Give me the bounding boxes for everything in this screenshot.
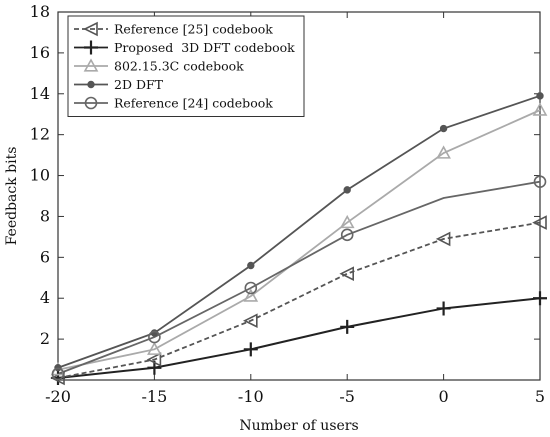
legend-marker-802-15-3c-codebook: [83, 58, 99, 72]
y-tick-label: 6: [40, 247, 50, 266]
y-tick-label: 16: [30, 43, 50, 62]
series-line-802-15-3c-codebook: [57, 109, 541, 371]
y-tick-label: 12: [30, 125, 50, 144]
series-line-reference-24-codebook: [57, 180, 541, 375]
series-line-reference-25-codebook: [57, 221, 541, 379]
point-802-15-3c-codebook: [243, 288, 259, 302]
point-802-15-3c-codebook: [436, 145, 451, 159]
y-tick-label: 4: [40, 288, 50, 307]
point-2d-dft: [247, 261, 255, 270]
legend-label-proposed-3d-dft-codebook: Proposed 3D DFT codebook: [114, 40, 295, 55]
point-reference-25-codebook: [435, 231, 451, 247]
x-tick-label: -5: [339, 387, 355, 406]
y-tick-label: 18: [30, 2, 50, 21]
point-proposed-3d-dft-codebook: [533, 291, 547, 306]
point-reference-24-codebook: [51, 367, 65, 381]
y-tick-label: 8: [40, 206, 50, 225]
point-reference-24-codebook: [533, 175, 547, 188]
point-proposed-3d-dft-codebook: [243, 342, 258, 357]
legend-marker-proposed-3d-dft-codebook: [84, 40, 98, 55]
point-proposed-3d-dft-codebook: [436, 301, 451, 316]
point-proposed-3d-dft-codebook: [340, 319, 355, 334]
legend-marker-2d-dft: [87, 80, 95, 89]
series-markers: [50, 92, 548, 386]
point-reference-24-codebook: [148, 330, 161, 344]
point-2d-dft: [536, 92, 544, 100]
legend-marker-reference-24-codebook: [84, 96, 98, 110]
point-reference-25-codebook: [243, 313, 258, 329]
legend-label-reference-25-codebook: Reference [25] codebook: [114, 22, 273, 37]
point-reference-25-codebook: [146, 352, 162, 367]
point-802-15-3c-codebook: [339, 214, 355, 229]
x-axis: -20 -15 -10 -5 0 5: [45, 12, 545, 406]
point-802-15-3c-codebook: [532, 102, 548, 116]
x-tick-label: 5: [535, 387, 545, 406]
series-line-2d-dft: [57, 94, 541, 369]
legend-marker-reference-25-codebook: [83, 21, 98, 37]
point-2d-dft: [343, 186, 351, 194]
x-tick-label: -20: [45, 387, 71, 406]
legend: Reference [25] codebook Proposed 3D DFT c…: [67, 15, 305, 117]
point-reference-25-codebook: [532, 215, 547, 230]
x-tick-label: -15: [142, 387, 168, 406]
point-2d-dft: [150, 329, 159, 337]
series-lines: [57, 94, 541, 379]
point-reference-24-codebook: [340, 228, 354, 242]
y-tick-label: 2: [40, 329, 50, 348]
y-tick-label: 10: [30, 166, 50, 185]
y-tick-label: 14: [30, 84, 50, 103]
y-axis-label: Feedback bits: [4, 147, 20, 246]
x-axis-label: Number of users: [239, 418, 358, 434]
legend-label-2d-dft: 2D DFT: [114, 77, 164, 92]
series-line-proposed-3d-dft-codebook: [57, 297, 541, 379]
legend-label-802-15-3c-codebook: 802.15.3C codebook: [114, 59, 244, 74]
legend-label-reference-24-codebook: Reference [24] codebook: [114, 96, 273, 111]
point-802-15-3c-codebook: [147, 341, 162, 355]
point-reference-24-codebook: [244, 281, 258, 295]
point-2d-dft: [439, 124, 448, 133]
x-tick-label: 0: [439, 387, 449, 406]
point-reference-25-codebook: [339, 266, 355, 281]
x-tick-label: -10: [238, 387, 264, 406]
